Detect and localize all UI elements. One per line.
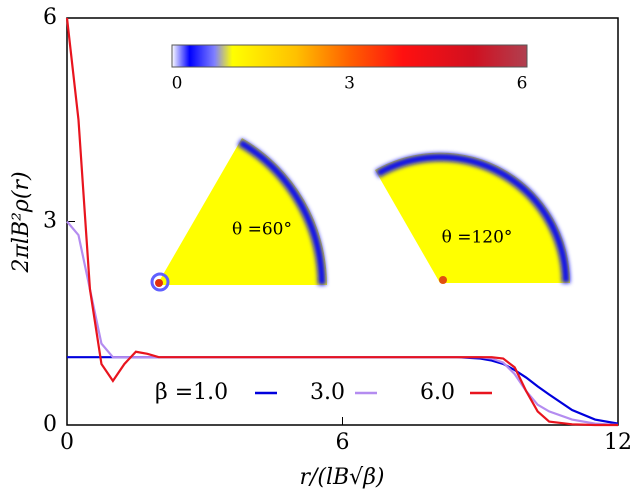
y-tick-label: 6 [43, 5, 57, 30]
colorbar [171, 44, 528, 68]
wedge-120 [375, 152, 571, 284]
legend-label: 3.0 [310, 380, 345, 405]
x-axis-label: r/(lB√β) [299, 465, 384, 490]
x-tick-label: 6 [336, 430, 350, 455]
legend-label: 6.0 [420, 380, 455, 405]
inset-label: θ =120° [442, 228, 513, 248]
wedge-60 [150, 138, 327, 292]
colorbar-tick-label: 3 [344, 74, 355, 94]
x-tick-label: 0 [60, 430, 74, 455]
legend-label: β =1.0 [155, 380, 228, 405]
colorbar-tick-label: 6 [517, 74, 528, 94]
inset-label: θ =60° [232, 220, 292, 240]
y-tick-label: 3 [43, 209, 57, 234]
y-tick-label: 0 [43, 412, 57, 437]
colorbar-tick-label: 0 [172, 74, 183, 94]
y-axis-label: 2πlB²ρ(r) [9, 171, 34, 273]
series-line [65, 17, 618, 427]
x-tick-label: 12 [604, 430, 632, 455]
